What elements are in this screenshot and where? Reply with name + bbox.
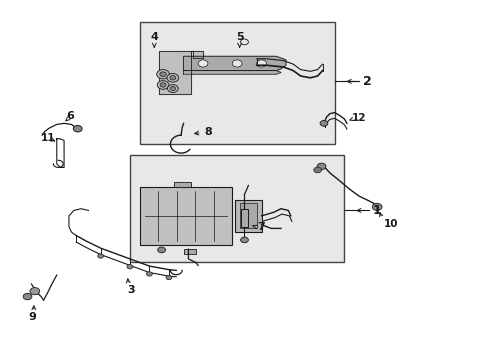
Circle shape — [240, 39, 248, 45]
Bar — [140, 187, 232, 244]
Circle shape — [317, 163, 325, 170]
Circle shape — [157, 81, 168, 89]
Circle shape — [170, 87, 175, 90]
Bar — [240, 209, 248, 226]
Circle shape — [98, 254, 103, 258]
Text: 10: 10 — [383, 219, 397, 229]
Circle shape — [166, 73, 178, 82]
Circle shape — [160, 72, 166, 77]
Text: 3: 3 — [127, 285, 135, 296]
Text: 2: 2 — [362, 75, 371, 88]
Text: 1: 1 — [372, 204, 381, 217]
Text: 5: 5 — [235, 32, 243, 41]
Bar — [183, 249, 195, 253]
Bar — [173, 182, 190, 187]
Circle shape — [232, 60, 242, 67]
Bar — [234, 200, 261, 232]
Circle shape — [167, 85, 178, 93]
Circle shape — [165, 275, 171, 280]
Circle shape — [313, 167, 321, 173]
Polygon shape — [183, 56, 285, 71]
Polygon shape — [159, 51, 203, 94]
Circle shape — [160, 83, 165, 87]
Text: 9: 9 — [28, 312, 36, 322]
Circle shape — [30, 288, 40, 295]
Circle shape — [240, 237, 248, 243]
Circle shape — [157, 69, 169, 79]
Bar — [239, 203, 256, 228]
Bar — [130, 155, 344, 262]
Text: 4: 4 — [150, 32, 158, 41]
Text: 11: 11 — [41, 133, 56, 143]
Circle shape — [127, 265, 133, 269]
Circle shape — [73, 126, 82, 132]
Text: 6: 6 — [66, 111, 74, 121]
Bar — [140, 22, 334, 144]
Circle shape — [169, 76, 175, 80]
Circle shape — [146, 272, 152, 276]
Polygon shape — [183, 71, 281, 74]
Text: 12: 12 — [351, 113, 366, 123]
Text: 8: 8 — [204, 127, 212, 136]
Text: 7: 7 — [257, 222, 265, 232]
Circle shape — [256, 60, 266, 67]
Circle shape — [23, 293, 32, 300]
Circle shape — [371, 203, 381, 211]
Circle shape — [198, 60, 207, 67]
Circle shape — [158, 247, 165, 253]
Circle shape — [320, 121, 327, 126]
